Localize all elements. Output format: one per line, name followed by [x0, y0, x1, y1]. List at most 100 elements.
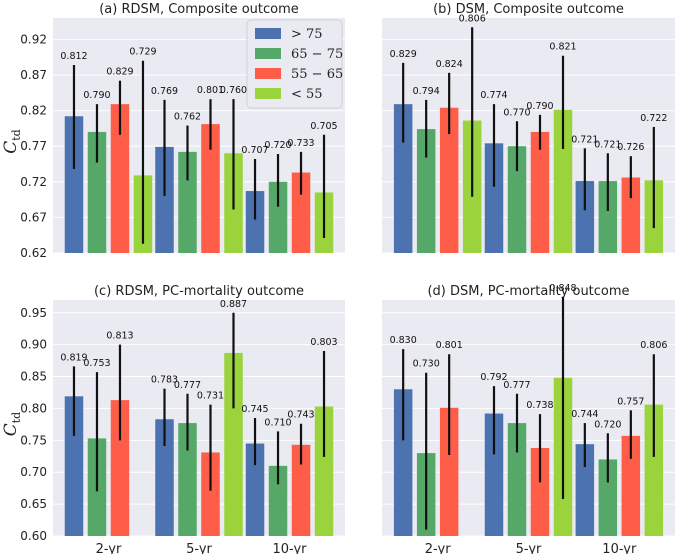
- y-tick-label: 0.65: [20, 497, 47, 511]
- data-label: 0.824: [436, 59, 463, 70]
- y-tick-label: 0.80: [20, 401, 47, 415]
- legend: > 75 65 − 75 55 − 65 < 55: [246, 19, 343, 109]
- data-label: 0.710: [264, 417, 291, 428]
- data-label: 0.760: [220, 85, 247, 96]
- data-label: 0.813: [106, 331, 133, 342]
- data-label: 0.792: [480, 372, 507, 383]
- bar: [439, 107, 459, 254]
- bar: [644, 404, 664, 536]
- bar: [393, 389, 413, 536]
- x-tick-label: 10-yr: [602, 542, 637, 554]
- data-label: 0.783: [151, 375, 178, 386]
- data-label: 0.887: [220, 299, 247, 310]
- data-label: 0.806: [640, 340, 667, 351]
- data-label: 0.830: [390, 335, 417, 346]
- data-label: 0.721: [594, 139, 621, 150]
- data-label: 0.803: [310, 337, 337, 348]
- bar: [224, 352, 243, 536]
- data-label: 0.819: [60, 352, 87, 363]
- y-tick-label: 0.77: [20, 139, 47, 153]
- bar: [201, 124, 220, 253]
- bar: [393, 104, 413, 254]
- panel-3: 0.60 0.65 0.70 0.75 0.80 0.85 0.90 0.95 (c) RDSM…: [1, 284, 345, 554]
- data-label: 0.705: [310, 121, 337, 132]
- data-label: 0.801: [197, 85, 224, 96]
- data-label: 0.769: [151, 86, 178, 97]
- data-label: 0.720: [594, 419, 621, 430]
- bar: [507, 423, 527, 536]
- y-tick-label: 0.87: [20, 68, 47, 82]
- data-label: 0.806: [459, 13, 486, 24]
- data-label: 0.821: [549, 42, 576, 53]
- panel-4: (d) DSM, PC-mortality outcome 0.830 0.730 0…: [382, 283, 675, 554]
- panel-title: (a) RDSM, Composite outcome: [99, 2, 299, 17]
- bar: [64, 396, 84, 536]
- bar: [110, 400, 130, 536]
- bar: [484, 413, 504, 536]
- y-tick-label: 0.72: [20, 175, 47, 189]
- legend-box: [246, 19, 343, 109]
- y-tick-label: 0.70: [20, 465, 47, 479]
- bar: [64, 116, 84, 253]
- y-tick-label: 0.60: [20, 529, 47, 543]
- data-label: 0.707: [241, 145, 268, 156]
- data-label: 0.726: [617, 142, 644, 153]
- x-tick-label: 2-yr: [425, 542, 451, 554]
- data-label: 0.745: [241, 404, 268, 415]
- data-label: 0.790: [83, 90, 110, 101]
- bar: [178, 151, 197, 253]
- y-tick-label: 0.75: [20, 433, 47, 447]
- data-label: 0.794: [413, 86, 440, 97]
- y-tick-label: 0.95: [20, 306, 47, 320]
- data-label: 0.790: [526, 101, 553, 112]
- legend-swatch: [255, 48, 281, 59]
- legend-entry: < 55: [291, 87, 323, 102]
- data-label: 0.743: [287, 410, 314, 421]
- data-label: 0.801: [436, 340, 463, 351]
- bar: [621, 435, 641, 536]
- bar: [291, 172, 311, 253]
- x-tick-label: 5-yr: [516, 542, 542, 554]
- legend-swatch: [255, 28, 281, 39]
- bar: [553, 109, 573, 253]
- panel-title: (d) DSM, PC-mortality outcome: [427, 284, 629, 299]
- y-tick-label: 0.92: [20, 32, 47, 46]
- data-label: 0.744: [571, 409, 598, 420]
- data-label: 0.848: [549, 283, 576, 294]
- y-tick-label: 0.85: [20, 370, 47, 384]
- bar: [484, 143, 504, 253]
- legend-swatch: [255, 68, 281, 79]
- bar: [268, 181, 288, 253]
- bar: [575, 444, 595, 536]
- legend-swatch: [255, 88, 281, 99]
- bar: [178, 423, 197, 536]
- data-label: 0.757: [617, 396, 644, 407]
- y-axis-label: Ctd: [1, 412, 23, 436]
- legend-entry: 55 − 65: [291, 67, 343, 82]
- x-tick-label: 5-yr: [186, 542, 212, 554]
- bar: [507, 146, 527, 253]
- data-label: 0.753: [83, 358, 110, 369]
- data-label: 0.829: [390, 49, 417, 60]
- y-tick-label: 0.62: [20, 246, 47, 260]
- data-label: 0.730: [413, 359, 440, 370]
- legend-entry: 65 − 75: [291, 47, 343, 62]
- bar: [155, 419, 174, 536]
- data-label: 0.777: [503, 380, 530, 391]
- data-label: 0.812: [60, 51, 87, 62]
- y-tick-label: 0.90: [20, 338, 47, 352]
- x-tick-label: 2-yr: [96, 542, 122, 554]
- x-tick-label: 10-yr: [272, 542, 307, 554]
- data-label: 0.722: [640, 113, 667, 124]
- bar: [314, 406, 334, 536]
- bar: [201, 452, 220, 536]
- bar: [110, 104, 130, 254]
- data-label: 0.733: [287, 138, 314, 149]
- bar: [598, 459, 618, 536]
- bar: [530, 447, 550, 536]
- bar: [245, 191, 265, 253]
- bar: [291, 444, 311, 536]
- data-label: 0.777: [174, 380, 201, 391]
- data-label: 0.729: [129, 47, 156, 58]
